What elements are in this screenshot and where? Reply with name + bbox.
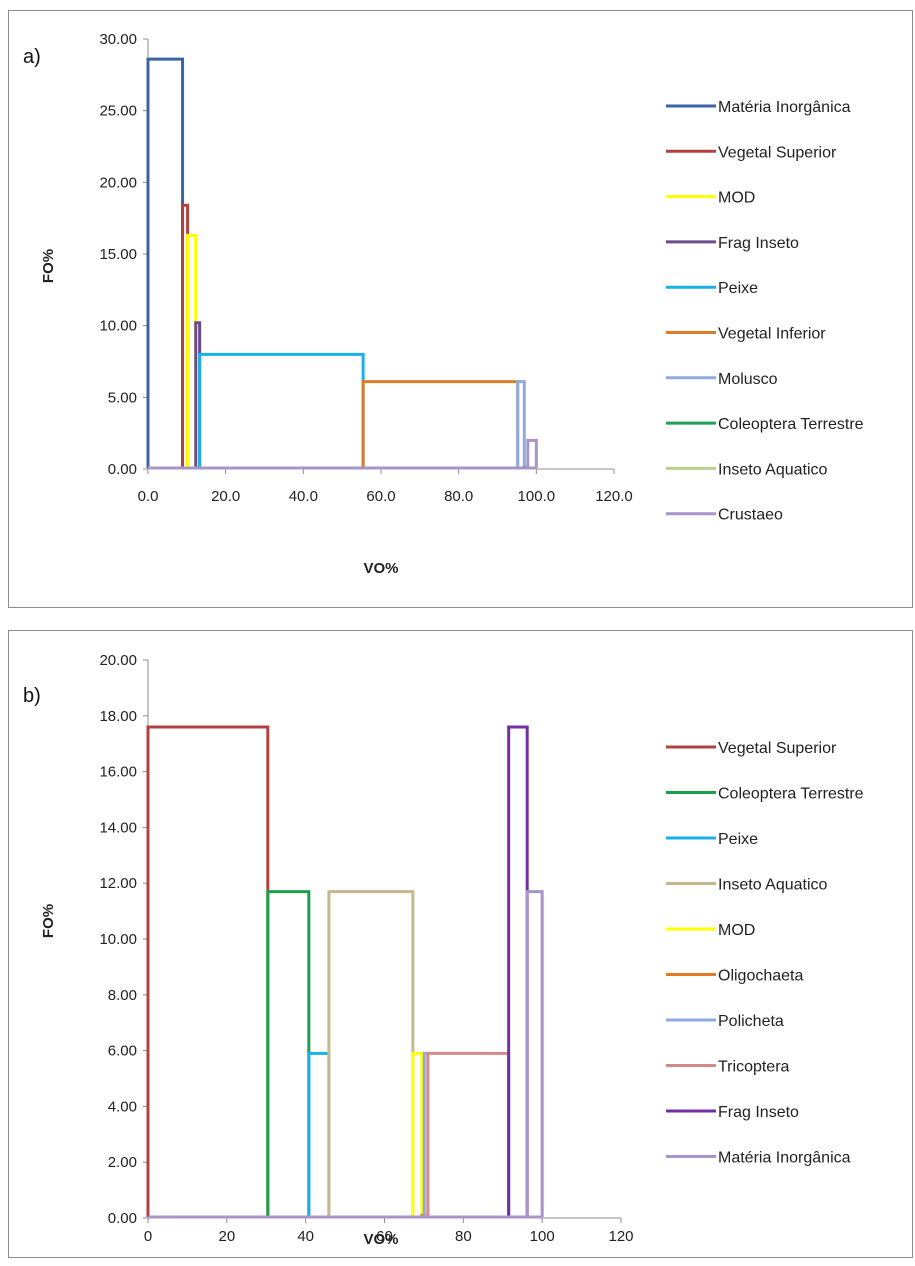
y-tick-label-a: 20.00 (99, 174, 137, 191)
legend-label-b-1: Coleoptera Terrestre (718, 786, 864, 803)
chart-panel-b: 0.00 2.00 4.00 6.00 8.00 10.00 12.00 14.00 16.00… (8, 630, 913, 1258)
x-tick-label-b: 0 (144, 1228, 152, 1245)
x-tick-label-a: 0.0 (138, 488, 159, 505)
legend-label-a-1: Vegetal Superior (718, 144, 837, 161)
y-tick-label-b: 20.00 (99, 652, 137, 669)
legend-label-a-8: Inseto Aquatico (718, 461, 828, 478)
legend-label-b-0: Vegetal Superior (718, 740, 837, 757)
series-line-a-0 (146, 57, 185, 468)
x-tick-label-b: 20 (218, 1228, 235, 1245)
x-tick-label-a: 60.0 (366, 488, 395, 505)
legend-label-a-2: MOD (718, 190, 755, 207)
series-line-b-2 (307, 1051, 331, 1217)
y-axis-title-a: FO% (40, 249, 57, 283)
legend-label-a-4: Peixe (718, 280, 758, 297)
legend-label-b-3: Inseto Aquatico (718, 877, 828, 894)
legend-label-a-6: Molusco (718, 371, 778, 388)
legend-label-b-8: Frag Inseto (718, 1104, 799, 1121)
legend-label-a-9: Crustaeo (718, 507, 783, 524)
x-tick-label-b: 120 (608, 1228, 633, 1245)
series-line-a-9 (526, 438, 538, 468)
y-tick-label-b: 16.00 (99, 764, 137, 781)
x-axis-title-a: VO% (363, 560, 398, 577)
legend-label-a-5: Vegetal Inferior (718, 326, 826, 343)
series-line-b-8 (507, 725, 529, 1217)
y-tick-label-b: 0.00 (108, 1210, 137, 1227)
legend-label-b-7: Tricoptera (718, 1059, 790, 1076)
chart-a-svg: 0.00 5.00 10.00 15.00 20.00 25.00 30.00 0.0 20.0… (23, 31, 864, 577)
y-tick-label-b: 18.00 (99, 708, 137, 725)
y-tick-label-a: 15.00 (99, 246, 137, 263)
x-tick-label-b: 100 (530, 1228, 555, 1245)
y-tick-label-b: 2.00 (108, 1154, 137, 1171)
x-tick-label-a: 40.0 (289, 488, 318, 505)
legend-label-a-0: Matéria Inorgânica (718, 99, 851, 116)
x-axis-title-b: VO% (363, 1231, 398, 1248)
y-tick-label-a: 5.00 (108, 389, 137, 406)
series-line-b-0 (146, 725, 270, 1217)
legend-label-b-2: Peixe (718, 831, 758, 848)
y-tick-label-b: 6.00 (108, 1043, 137, 1060)
y-axis-title-b: FO% (40, 904, 57, 938)
series-line-b-4 (411, 1051, 424, 1217)
series-line-b-1 (266, 890, 311, 1217)
y-tick-label-a: 25.00 (99, 103, 137, 120)
x-tick-label-a: 80.0 (444, 488, 473, 505)
series-line-a-4 (198, 352, 365, 468)
legend-label-b-5: Oligochaeta (718, 968, 803, 985)
y-tick-label-a: 10.00 (99, 318, 137, 335)
legend-label-a-3: Frag Inseto (718, 235, 799, 252)
x-tick-label-a: 20.0 (211, 488, 240, 505)
y-tick-label-b: 10.00 (99, 931, 137, 948)
y-tick-label-b: 12.00 (99, 875, 137, 892)
chart-panel-a: 0.00 5.00 10.00 15.00 20.00 25.00 30.00 0.0 20.0… (8, 10, 913, 608)
y-tick-label-a: 30.00 (99, 31, 137, 48)
x-tick-label-a: 100.0 (518, 488, 556, 505)
panel-label-a: a) (23, 46, 41, 68)
x-tick-label-b: 80 (455, 1228, 472, 1245)
x-tick-label-b: 60 (376, 1228, 393, 1245)
x-tick-label-b: 40 (297, 1228, 314, 1245)
legend-label-b-9: Matéria Inorgânica (718, 1150, 851, 1167)
y-tick-label-a: 0.00 (108, 461, 137, 478)
series-line-b-7 (426, 1051, 511, 1217)
x-tick-label-a: 120.0 (595, 488, 633, 505)
series-line-a-5 (361, 380, 520, 468)
series-line-a-6 (516, 380, 526, 468)
panel-label-b: b) (23, 685, 41, 707)
legend-label-b-6: Policheta (718, 1013, 784, 1030)
series-line-b-3 (327, 890, 415, 1217)
y-tick-label-b: 8.00 (108, 987, 137, 1004)
y-tick-label-b: 14.00 (99, 819, 137, 836)
series-line-b-9 (525, 890, 544, 1217)
chart-b-svg: 0.00 2.00 4.00 6.00 8.00 10.00 12.00 14.00 16.00… (23, 652, 864, 1248)
y-tick-label-b: 4.00 (108, 1098, 137, 1115)
legend-label-b-4: MOD (718, 922, 755, 939)
legend-label-a-7: Coleoptera Terrestre (718, 416, 864, 433)
